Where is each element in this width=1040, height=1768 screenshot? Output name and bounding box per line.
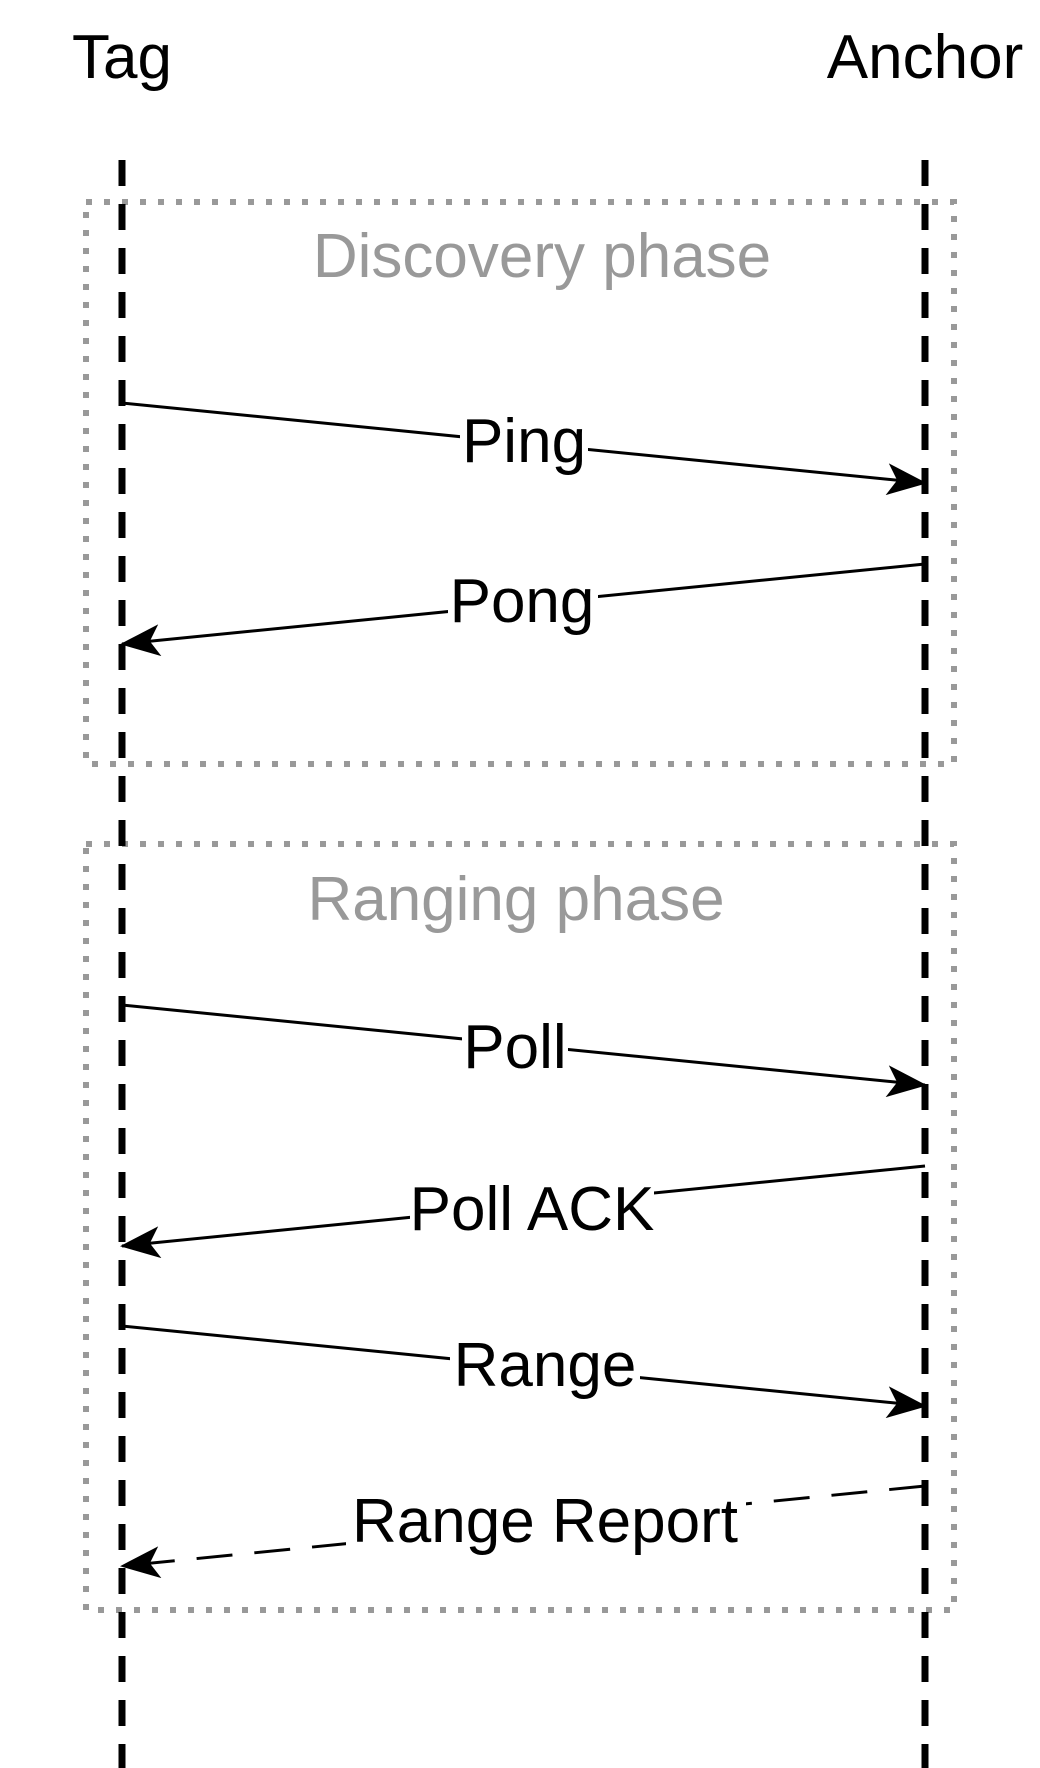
- message-ping: Ping: [121, 401, 927, 496]
- message-range: Range: [121, 1324, 927, 1419]
- message-pong: Pong: [120, 562, 926, 657]
- message-range-report: Range Report: [120, 1484, 926, 1579]
- message-range-report-arrow: [120, 1484, 926, 1579]
- message-pong-label: Pong: [450, 567, 595, 636]
- actor-anchor-label: Anchor: [827, 23, 1023, 92]
- message-poll-label: Poll: [463, 1013, 566, 1082]
- message-poll-ack-label: Poll ACK: [410, 1175, 655, 1244]
- discovery-phase-title: Discovery phase: [313, 222, 771, 291]
- ranging-phase-box: [83, 841, 957, 1613]
- message-ping-label: Ping: [462, 407, 586, 476]
- ranging-phase-title: Ranging phase: [307, 865, 724, 934]
- message-poll-ack: Poll ACK: [120, 1164, 926, 1259]
- actor-tag-label: Tag: [72, 23, 172, 92]
- discovery-phase-box: [83, 199, 957, 767]
- message-range-report-label: Range Report: [352, 1487, 738, 1556]
- message-range-label: Range: [454, 1331, 637, 1400]
- message-poll: Poll: [121, 1003, 927, 1098]
